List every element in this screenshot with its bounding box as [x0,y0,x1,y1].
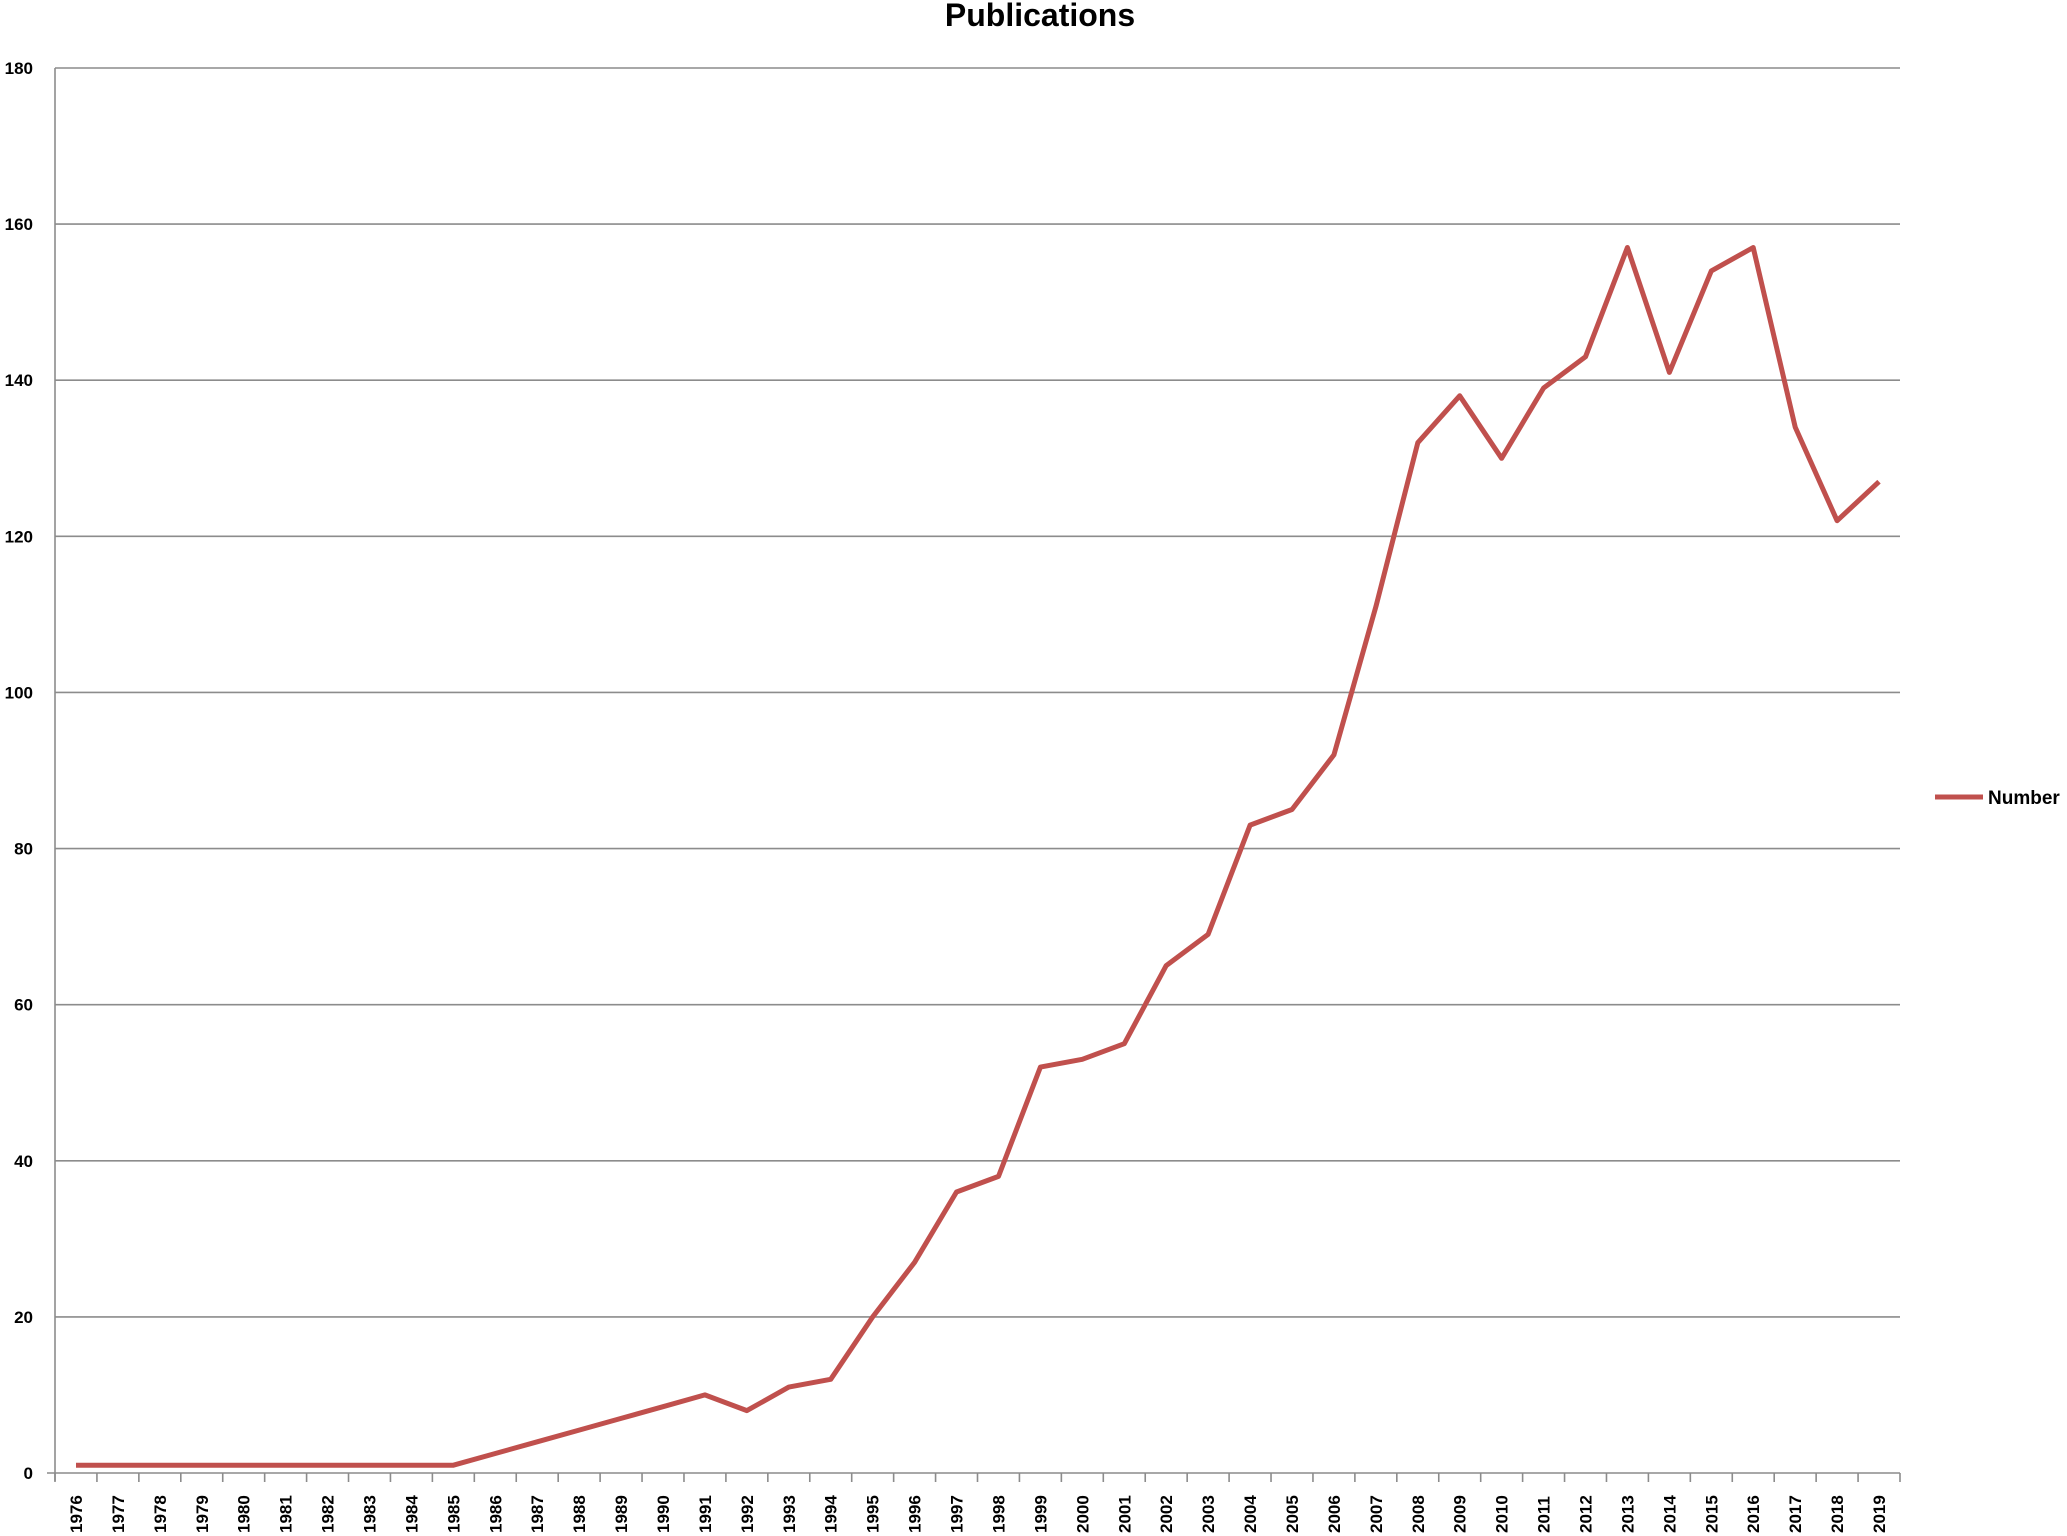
x-tick-label: 1999 [1031,1495,1050,1533]
series-line-number [76,245,1881,1468]
x-tick-label: 2012 [1577,1495,1596,1533]
x-tick-label: 2018 [1828,1495,1847,1533]
x-tick-label: 2015 [1702,1495,1721,1533]
x-tick-label: 2001 [1115,1495,1134,1533]
x-tick-label: 1986 [486,1495,505,1533]
y-tick-label: 60 [14,996,33,1015]
x-tick-label: 2013 [1618,1495,1637,1533]
y-tick-label: 160 [5,215,33,234]
x-tick-label: 1976 [67,1495,86,1533]
x-tick-label: 1985 [444,1495,463,1533]
gridlines [55,67,1900,1318]
x-tick-label: 1977 [109,1495,128,1533]
x-tick-label: 1978 [151,1495,170,1533]
x-tick-label: 2009 [1451,1495,1470,1533]
x-tick-label: 1981 [277,1495,296,1533]
x-tick-label: 2010 [1493,1495,1512,1533]
x-tick-label: 1988 [570,1495,589,1533]
x-tick-label: 2002 [1157,1495,1176,1533]
x-tick-label: 1990 [654,1495,673,1533]
y-tick-label: 120 [5,527,33,546]
x-tick-label: 1989 [612,1495,631,1533]
x-tick-label: 2007 [1367,1495,1386,1533]
y-tick-label: 80 [14,840,33,859]
x-tick-label: 2011 [1535,1496,1554,1533]
x-tick-label: 1987 [528,1495,547,1533]
y-tick-labels: 0 20 40 60 80 100 120 140 160 180 [5,59,33,1483]
y-tick-label: 20 [14,1308,33,1327]
x-tick-label: 2014 [1660,1495,1679,1533]
x-tick-label: 2016 [1744,1495,1763,1533]
x-tick-label: 1984 [402,1495,421,1533]
x-tick-label: 1980 [235,1495,254,1533]
x-tick-label: 1991 [696,1495,715,1533]
x-tick-label: 2005 [1283,1495,1302,1533]
y-tick-label: 0 [24,1464,33,1483]
y-tick-label: 100 [5,683,33,702]
x-tick-label: 1982 [319,1495,338,1533]
x-tick-label: 2019 [1870,1495,1889,1533]
x-tick-label: 1996 [906,1495,925,1533]
x-tick-label: 2003 [1199,1495,1218,1533]
y-tick-label: 40 [14,1152,33,1171]
x-tick-label: 1994 [822,1495,841,1533]
axes [47,68,1901,1482]
x-tick-label: 1995 [864,1495,883,1533]
x-tick-label: 1993 [780,1495,799,1533]
series-lines [76,245,1881,1468]
x-tick-label: 1983 [360,1495,379,1533]
x-tick-labels: 1976 1977 1978 1979 1980 1981 1982 1983 1984 1985… [67,1495,1889,1533]
x-tick-label: 2000 [1073,1495,1092,1533]
x-tick-label: 1992 [738,1495,757,1533]
x-tick-label: 1979 [193,1495,212,1533]
x-tick-label: 1998 [989,1495,1008,1533]
x-tick-label: 2006 [1325,1495,1344,1533]
x-tick-label: 2004 [1241,1495,1260,1533]
x-tick-label: 2017 [1786,1495,1805,1533]
legend-label-number: Number [1988,788,2060,809]
x-tick-label: 1997 [948,1495,967,1533]
y-tick-label: 180 [5,59,33,78]
x-tick-label: 2008 [1409,1495,1428,1533]
legend: Number [1935,788,2060,809]
y-tick-label: 140 [5,371,33,390]
chart-title: Publications [945,0,1135,33]
